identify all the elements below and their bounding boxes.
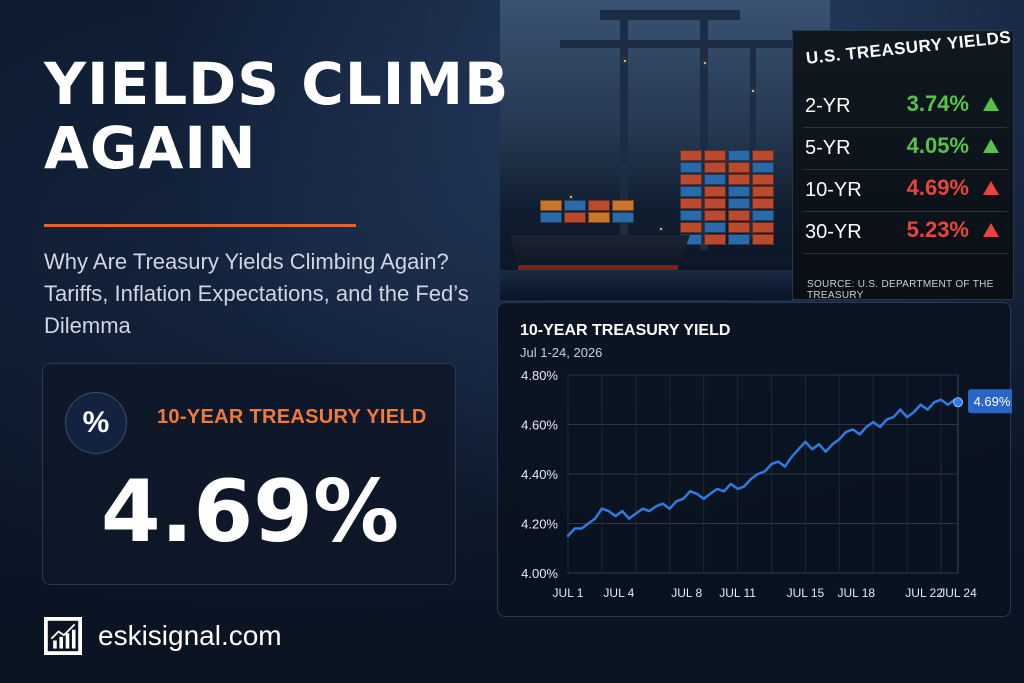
- headline-line-1: YIELDS CLIMB: [44, 50, 510, 118]
- x-tick-label: JUL 24: [939, 586, 977, 600]
- board-title: U.S. TREASURY YIELDS: [805, 27, 1013, 68]
- board-row-2yr: 2-YR 3.74%: [803, 87, 1007, 125]
- x-tick-label: JUL 1: [553, 586, 584, 600]
- board-tenor: 30-YR: [805, 221, 862, 243]
- chart-subtitle: Jul 1-24, 2026: [520, 345, 603, 360]
- yield-card: % 10-YEAR TREASURY YIELD 4.69%: [42, 363, 456, 585]
- line-chart: 4.00% 4.20% 4.40% 4.60% 4.80% JUL 1 JUL 4 JUL 8…: [521, 368, 1012, 600]
- x-tick-label: JUL 15: [787, 586, 825, 600]
- board-row-30yr: 30-YR 5.23%: [803, 213, 1007, 251]
- title-divider: [44, 224, 356, 227]
- x-tick-label: JUL 18: [837, 586, 875, 600]
- end-label-badge: [968, 389, 1012, 414]
- board-tenor: 5-YR: [805, 137, 851, 159]
- x-tick-label: JUL 22: [905, 586, 943, 600]
- chart-title: 10-YEAR TREASURY YIELD: [520, 322, 731, 339]
- chart-logo-icon: [44, 617, 82, 655]
- brand[interactable]: eskisignal.com: [44, 617, 282, 655]
- x-tick-label: JUL 4: [603, 586, 634, 600]
- percent-icon: %: [65, 392, 127, 454]
- headline-line-2: AGAIN: [44, 114, 257, 182]
- up-arrow-icon: [983, 181, 999, 195]
- board-row-10yr: 10-YR 4.69%: [803, 171, 1007, 209]
- board-source: SOURCE: U.S. DEPARTMENT OF THE TREASURY: [807, 279, 994, 301]
- y-tick-label: 4.00%: [521, 566, 558, 581]
- board-rate: 3.74%: [906, 91, 969, 116]
- board-tenor: 10-YR: [805, 179, 862, 201]
- up-arrow-icon: [983, 97, 999, 111]
- headline-subtitle: Why Are Treasury Yields Climbing Again? …: [44, 249, 469, 338]
- x-tick-label: JUL 8: [671, 586, 702, 600]
- chart-card: 10-YEAR TREASURY YIELD Jul 1-24, 2026 4.…: [497, 302, 1012, 617]
- headline-title: YIELDS CLIMB AGAIN: [44, 52, 514, 180]
- up-arrow-icon: [983, 139, 999, 153]
- y-tick-label: 4.20%: [521, 517, 558, 532]
- board-row-5yr: 5-YR 4.05%: [803, 129, 1007, 167]
- board-rate: 4.05%: [906, 133, 969, 158]
- end-point-marker: [953, 397, 963, 408]
- up-arrow-icon: [983, 223, 999, 237]
- y-tick-label: 4.40%: [521, 467, 558, 482]
- series-line: [566, 398, 960, 538]
- x-tick-label: JUL 11: [719, 586, 756, 600]
- brand-text: eskisignal.com: [98, 620, 282, 651]
- board-rate: 5.23%: [906, 217, 969, 242]
- yield-card-value: 4.69%: [100, 462, 400, 562]
- yields-board: U.S. TREASURY YIELDS 2-YR 3.74% 5-YR 4.0…: [792, 27, 1014, 301]
- board-rate: 4.69%: [906, 175, 969, 200]
- y-tick-label: 4.80%: [521, 368, 558, 383]
- board-tenor: 2-YR: [805, 95, 851, 117]
- y-tick-label: 4.60%: [521, 418, 558, 433]
- port-photo: [500, 0, 830, 300]
- yield-card-label: 10-YEAR TREASURY YIELD: [157, 406, 427, 428]
- end-label-text: 4.69%: [974, 394, 1011, 409]
